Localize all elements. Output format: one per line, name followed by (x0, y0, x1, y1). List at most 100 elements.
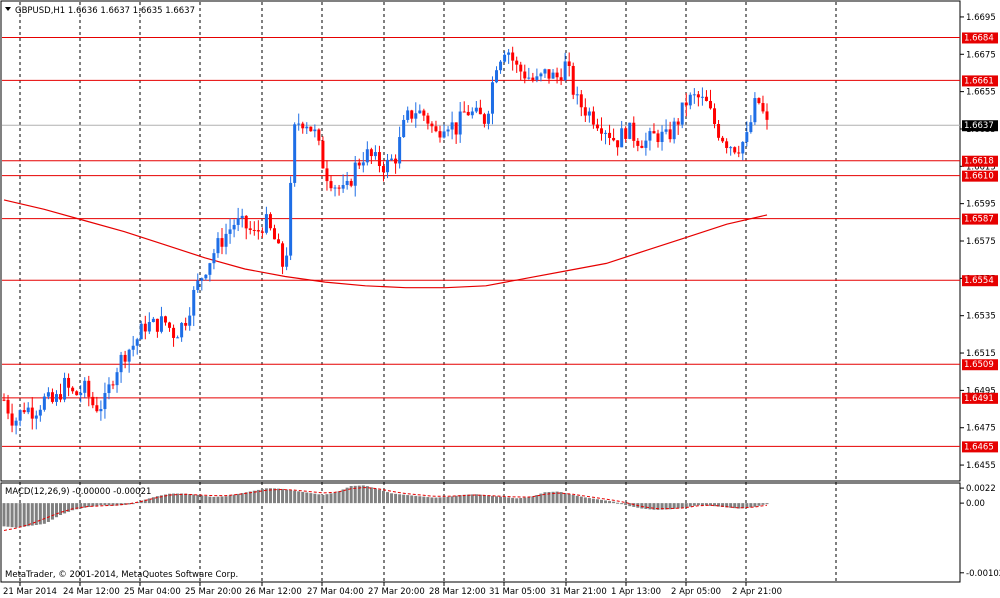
macd-bar (188, 494, 192, 504)
level-tag-label: 1.6587 (964, 215, 994, 225)
level-tag (962, 213, 998, 225)
macd-bar (729, 503, 733, 508)
price-tick-label: 1.6575 (966, 237, 996, 247)
candle-body (236, 218, 240, 225)
macd-bar (616, 502, 620, 504)
candle-body (640, 145, 644, 148)
macd-bar (434, 497, 438, 504)
macd-bar (414, 495, 418, 504)
macd-bar (539, 493, 543, 504)
price-tick-label: 1.6535 (966, 312, 996, 322)
candle-body (482, 114, 486, 124)
macd-bar (357, 485, 361, 504)
candle-body (107, 384, 111, 394)
macd-bar (353, 485, 357, 504)
macd-bar (749, 503, 753, 508)
candle-body (644, 140, 648, 148)
candle-body (398, 137, 402, 164)
candle-body (418, 110, 422, 114)
candle-body (688, 94, 692, 106)
macd-bar (91, 503, 95, 507)
candle-body (293, 124, 297, 183)
candle-body (38, 409, 42, 416)
candle-body (616, 140, 620, 148)
candle-body (466, 111, 470, 116)
candle-body (212, 253, 216, 264)
candle-body (608, 132, 612, 138)
candle-body (232, 224, 236, 230)
macd-bar (761, 503, 765, 505)
candle-body (2, 399, 6, 401)
macd-bar (147, 498, 151, 504)
candle-body (289, 182, 293, 256)
macd-bar (50, 503, 54, 520)
candle-body (252, 229, 256, 231)
level-tag-label: 1.6684 (964, 33, 994, 43)
price-tick-label: 1.6675 (966, 50, 996, 60)
candle-body (700, 96, 704, 98)
candle-body (365, 149, 369, 163)
candle-body (684, 102, 688, 106)
macd-bar (200, 495, 204, 504)
candle-body (50, 392, 54, 402)
macd-bar (442, 497, 446, 504)
macd-bar (42, 503, 46, 524)
copyright-text: MetaTrader, © 2001-2014, MetaQuotes Soft… (5, 570, 238, 580)
macd-bar (176, 493, 180, 504)
candle-body (204, 274, 208, 279)
candle-body (277, 239, 281, 244)
macd-bar (753, 503, 757, 507)
candle-body (551, 72, 555, 79)
candle-body (612, 137, 616, 141)
macd-bar (757, 503, 761, 506)
candle-body (474, 107, 478, 112)
candle-body (527, 77, 531, 79)
candle-body (381, 166, 385, 173)
time-tick-label: 21 Mar 2014 (3, 587, 57, 597)
macd-bar (499, 496, 503, 504)
macd-bar (155, 496, 159, 504)
macd-bar (583, 497, 587, 504)
candle-body (99, 409, 103, 412)
chart-title: GBPUSD,H1 1.6636 1.6637 1.6635 1.6637 (15, 6, 195, 16)
candle-body (147, 322, 151, 332)
candle-body (733, 147, 737, 153)
time-tick-label: 25 Mar 04:00 (124, 587, 181, 597)
macd-bar (361, 485, 365, 504)
candle-body (620, 128, 624, 148)
macd-bar (644, 503, 648, 509)
macd-bar (640, 503, 644, 509)
candle-body (361, 162, 365, 166)
macd-bar (511, 497, 515, 504)
candle-body (478, 107, 482, 115)
candle-body (470, 111, 474, 116)
candle-body (369, 149, 373, 157)
candle-body (680, 102, 684, 125)
candle-body (579, 94, 583, 108)
candle-body (26, 407, 30, 413)
macd-bar (470, 494, 474, 504)
macd-bar (14, 503, 18, 528)
candle-body (426, 115, 430, 124)
candle-body (535, 76, 539, 80)
macd-bar (515, 498, 519, 504)
candle-body (196, 280, 200, 290)
macd-bar (277, 488, 281, 504)
candle-body (67, 377, 71, 388)
macd-bar (268, 488, 272, 504)
time-tick-label: 26 Mar 12:00 (245, 587, 302, 597)
macd-bar (30, 503, 34, 526)
candle-body (595, 124, 599, 129)
macd-bar (184, 493, 188, 504)
candle-body (450, 122, 454, 130)
candle-body (79, 392, 83, 396)
candle-body (329, 181, 333, 189)
macd-bar (71, 503, 75, 511)
candle-body (180, 322, 184, 338)
macd-bar (256, 489, 260, 504)
level-tag (962, 392, 998, 404)
time-tick-label: 1 Apr 13:00 (611, 587, 661, 597)
candle-body (458, 111, 462, 135)
candle-body (184, 322, 188, 326)
dropdown-triangle-icon[interactable] (5, 7, 11, 11)
